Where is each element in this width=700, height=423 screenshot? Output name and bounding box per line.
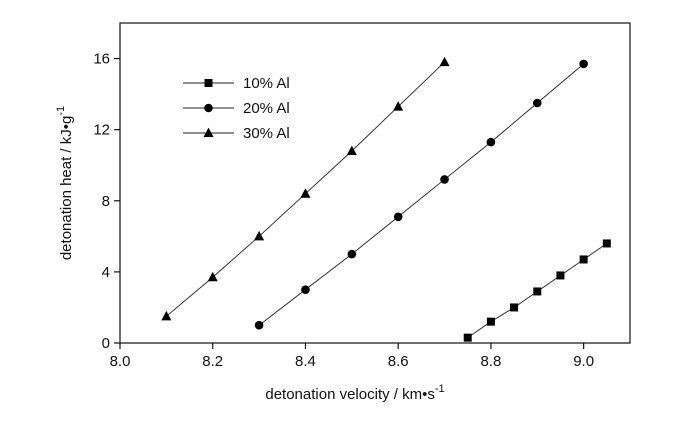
y-axis-ticks: 0 4 8 12 16: [93, 51, 120, 352]
x-tick-label: 8.4: [295, 353, 316, 370]
data-point-circle: [393, 212, 403, 222]
data-point-triangle: [161, 310, 172, 321]
data-point-triangle: [254, 230, 265, 241]
series-circle: [254, 59, 588, 330]
legend-item: 30% Al: [183, 125, 290, 142]
x-tick-label: 8.2: [202, 353, 223, 370]
data-point-triangle: [346, 145, 357, 156]
data-point-circle: [486, 137, 496, 147]
x-tick-label: 9.0: [573, 353, 594, 370]
legend: 10% Al 20% Al 30% Al: [183, 75, 290, 142]
legend-marker-triangle: [203, 127, 214, 138]
data-point-circle: [301, 285, 310, 294]
data-point-triangle: [393, 101, 404, 111]
data-point-triangle: [207, 271, 218, 282]
data-point-circle: [579, 59, 588, 69]
data-point-square: [556, 271, 565, 280]
data-point-circle: [254, 320, 264, 330]
data-point-square: [602, 239, 611, 248]
y-tick-label: 16: [93, 51, 110, 68]
data-point-square: [533, 287, 542, 296]
legend-item: 10% Al: [183, 75, 290, 92]
data-point-triangle: [300, 188, 311, 198]
legend-label: 20% Al: [243, 100, 290, 117]
data-point-circle: [532, 98, 542, 108]
legend-label: 30% Al: [243, 125, 290, 142]
legend-marker-square: [204, 79, 213, 87]
x-axis-ticks: 8.0 8.2 8.4 8.6 8.8 9.0: [110, 343, 594, 370]
plot-area-frame: [119, 22, 631, 344]
x-tick-label: 8.0: [110, 353, 131, 370]
data-point-circle: [440, 175, 449, 184]
y-tick-label: 12: [93, 122, 110, 139]
legend-item: 20% Al: [183, 100, 290, 117]
data-point-square: [486, 317, 495, 326]
legend-marker-circle: [204, 103, 213, 113]
series-square: [463, 239, 611, 342]
series-layer: [161, 56, 611, 342]
y-tick-label: 0: [102, 335, 110, 352]
series-line: [258, 63, 584, 326]
y-tick-label: 4: [102, 264, 110, 281]
y-axis-title: detonation heat / kJ•g-1: [55, 106, 75, 260]
data-point-square: [463, 333, 472, 342]
x-tick-label: 8.6: [388, 353, 409, 370]
x-axis-title: detonation velocity / km•s-1: [265, 383, 444, 403]
y-tick-label: 8: [102, 193, 110, 210]
data-point-square: [579, 255, 588, 264]
legend-label: 10% Al: [243, 75, 290, 92]
data-point-square: [510, 303, 519, 312]
series-triangle: [161, 56, 450, 321]
data-point-circle: [347, 249, 357, 259]
x-tick-label: 8.8: [480, 353, 501, 370]
data-point-triangle: [439, 56, 450, 67]
